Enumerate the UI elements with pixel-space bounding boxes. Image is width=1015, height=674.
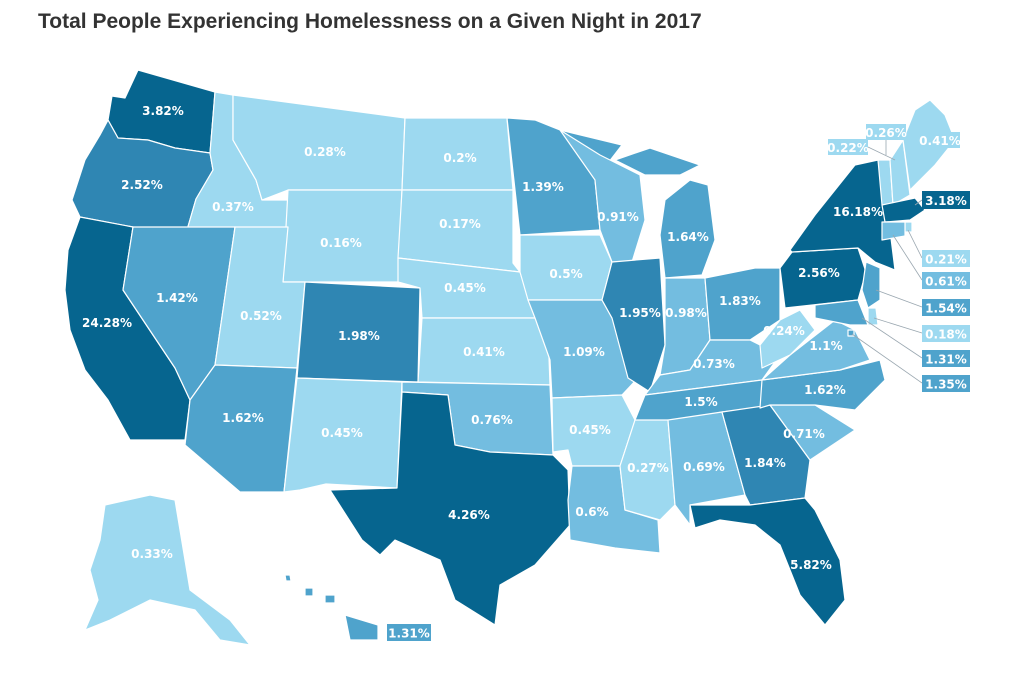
state-sd[interactable] — [397, 189, 521, 273]
callout-box-ri[interactable] — [922, 250, 970, 267]
value-label-ia: 0.5% — [549, 267, 582, 281]
value-label-tn: 1.5% — [684, 395, 717, 409]
value-label-mi: 1.64% — [667, 230, 709, 244]
value-label-ga: 1.84% — [744, 456, 786, 470]
callout-box-nh[interactable] — [828, 139, 868, 155]
value-label-ky: 0.73% — [693, 357, 735, 371]
value-label-nj: 1.54% — [925, 302, 967, 316]
value-label-fl: 5.82% — [790, 558, 832, 572]
value-label-wv: 0.24% — [763, 324, 805, 338]
leader-line-ma — [914, 199, 923, 206]
leader-line-ri — [907, 229, 923, 259]
value-label-oh: 1.83% — [719, 294, 761, 308]
value-label-me: 0.41% — [919, 134, 961, 148]
state-ak[interactable] — [84, 494, 251, 646]
value-label-mn: 1.39% — [522, 180, 564, 194]
state-ma[interactable] — [881, 197, 926, 223]
value-label-nm: 0.45% — [321, 426, 363, 440]
state-mi[interactable] — [614, 147, 716, 279]
callout-box-hi[interactable] — [387, 624, 431, 641]
state-ny[interactable] — [789, 159, 896, 271]
state-hi[interactable] — [284, 574, 379, 641]
value-label-nv: 1.42% — [156, 291, 198, 305]
callout-box-ma[interactable] — [922, 191, 970, 209]
value-label-ne: 0.45% — [444, 281, 486, 295]
value-labels: 3.82% 2.52% 24.28% 0.37% 1.42% 0.28% 0.16% 0.52… — [82, 104, 970, 641]
value-label-la: 0.6% — [575, 505, 608, 519]
state-ct[interactable] — [881, 221, 906, 241]
value-label-il: 1.95% — [619, 306, 661, 320]
state-fl[interactable] — [689, 497, 846, 626]
value-label-or: 2.52% — [121, 178, 163, 192]
callout-box-md[interactable] — [922, 350, 970, 367]
value-label-ma: 3.18% — [925, 194, 967, 208]
value-label-id: 0.37% — [212, 200, 254, 214]
leader-line-nj — [875, 289, 923, 308]
value-label-vt: 0.26% — [865, 126, 907, 140]
value-label-sd: 0.17% — [439, 217, 481, 231]
state-nc[interactable] — [759, 359, 886, 411]
value-label-nh: 0.22% — [827, 141, 869, 155]
callout-box-de[interactable] — [922, 325, 970, 342]
value-label-ar: 0.45% — [569, 423, 611, 437]
leader-line-dc — [851, 333, 923, 384]
state-il[interactable] — [601, 257, 666, 393]
value-label-dc: 1.35% — [925, 378, 967, 392]
leader-line-nh — [867, 146, 896, 161]
value-label-az: 1.62% — [222, 411, 264, 425]
value-label-nd: 0.2% — [443, 151, 476, 165]
value-label-wa: 3.82% — [142, 104, 184, 118]
callout-box-ct[interactable] — [922, 272, 970, 289]
value-label-ri: 0.21% — [925, 253, 967, 267]
value-label-ct: 0.61% — [925, 275, 967, 289]
value-label-wy: 0.16% — [320, 236, 362, 250]
map-title: Total People Experiencing Homelessness o… — [38, 10, 702, 33]
value-label-tx: 4.26% — [448, 508, 490, 522]
value-label-ks: 0.41% — [463, 345, 505, 359]
value-label-al: 0.69% — [683, 460, 725, 474]
value-label-ny: 16.18% — [833, 205, 883, 219]
state-az[interactable] — [184, 364, 298, 493]
value-label-hi: 1.31% — [388, 627, 430, 641]
value-label-nc: 1.62% — [804, 383, 846, 397]
leader-line-md — [861, 317, 923, 359]
leader-line-ct — [892, 234, 923, 281]
value-label-ut: 0.52% — [240, 309, 282, 323]
value-label-sc: 0.71% — [783, 427, 825, 441]
callout-box-nj[interactable] — [922, 299, 970, 316]
state-wv[interactable] — [759, 309, 816, 369]
state-tx[interactable] — [329, 391, 571, 626]
value-label-md: 1.31% — [925, 353, 967, 367]
value-label-pa: 2.56% — [798, 266, 840, 280]
state-md[interactable] — [814, 299, 869, 326]
value-label-ak: 0.33% — [131, 547, 173, 561]
callout-box-vt[interactable] — [866, 124, 906, 140]
value-label-co: 1.98% — [338, 329, 380, 343]
states-layer — [64, 69, 956, 646]
value-label-ok: 0.76% — [471, 413, 513, 427]
leader-lines — [851, 140, 923, 384]
value-label-mo: 1.09% — [563, 345, 605, 359]
state-nj[interactable] — [861, 261, 881, 309]
value-label-in: 0.98% — [665, 306, 707, 320]
value-label-de: 0.18% — [925, 328, 967, 342]
value-label-ms: 0.27% — [627, 461, 669, 475]
value-label-mt: 0.28% — [304, 145, 346, 159]
leader-line-de — [873, 317, 923, 334]
state-de[interactable] — [867, 307, 879, 326]
value-label-wi: 0.91% — [597, 210, 639, 224]
value-label-ca: 24.28% — [82, 316, 132, 330]
callout-box-me[interactable] — [920, 132, 960, 148]
value-label-va: 1.1% — [809, 339, 842, 353]
callout-box-dc[interactable] — [922, 375, 970, 392]
